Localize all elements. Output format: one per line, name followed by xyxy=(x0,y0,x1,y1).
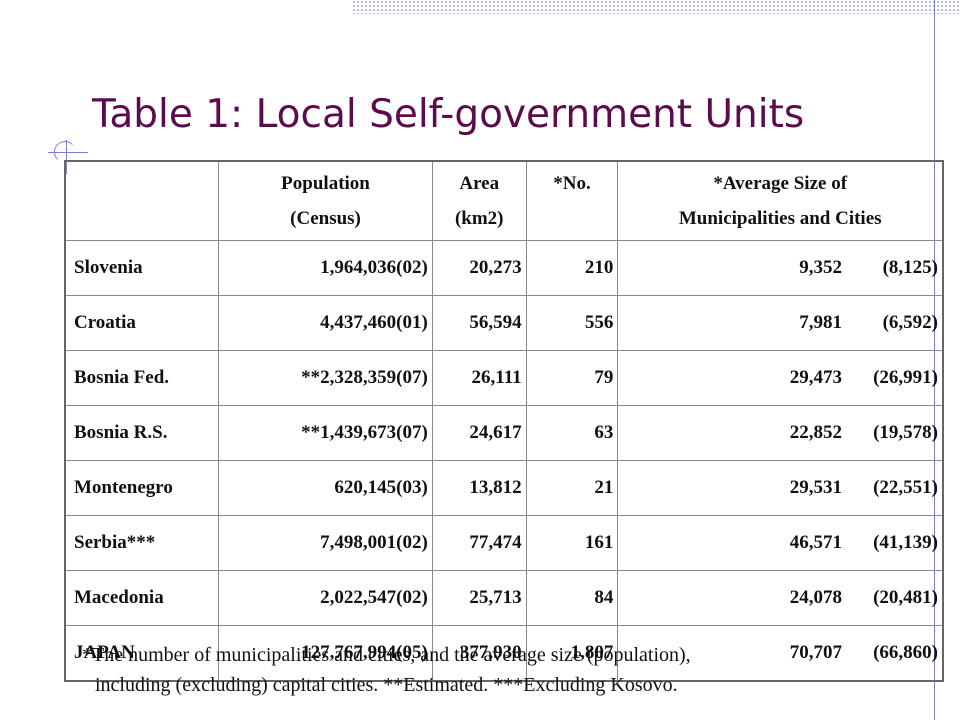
table-row: JAPAN 127,767,994(05) 377,930 1,807 70,7… xyxy=(64,625,944,682)
cell-area: 24,617 xyxy=(431,405,527,461)
cell-area: 377,930 xyxy=(431,625,527,682)
cell-country: JAPAN xyxy=(64,625,220,682)
average-including: 29,473 xyxy=(789,367,842,388)
cell-country: Bosnia Fed. xyxy=(64,350,220,406)
cell-area: 26,111 xyxy=(431,350,527,406)
average-excluding: (6,592) xyxy=(882,312,938,333)
header-line: (km2) xyxy=(454,208,504,229)
table-row: Bosnia Fed. **2,328,359(07) 26,111 79 29… xyxy=(64,350,944,406)
table-row: Slovenia 1,964,036(02) 20,273 210 9,352 (… xyxy=(64,240,944,296)
cell-average-size: 7,981 (6,592) xyxy=(617,295,944,351)
cell-area: 77,474 xyxy=(431,515,527,571)
cell-area: 13,812 xyxy=(431,460,527,516)
cell-population: 127,767,994(05) xyxy=(218,625,433,682)
header-line: Population xyxy=(281,173,370,194)
cell-number: 63 xyxy=(525,405,619,461)
average-including: 24,078 xyxy=(789,587,842,608)
average-excluding: (41,139) xyxy=(873,532,938,553)
cell-population: 1,964,036(02) xyxy=(218,240,433,296)
header-line: *Average Size of xyxy=(713,173,848,194)
average-including: 46,571 xyxy=(789,532,842,553)
cell-country: Slovenia xyxy=(64,240,220,296)
cell-country: Macedonia xyxy=(64,570,220,626)
cell-country: Montenegro xyxy=(64,460,220,516)
cell-number: 556 xyxy=(525,295,619,351)
average-including: 70,707 xyxy=(789,642,842,663)
header-number: *No. xyxy=(525,160,619,241)
average-excluding: (22,551) xyxy=(873,477,938,498)
header-population: Population (Census) xyxy=(218,160,433,241)
cell-average-size: 70,707 (66,860) xyxy=(617,625,944,682)
footnote-line-1: *The number of municipalities and cities… xyxy=(82,644,691,666)
cell-number: 84 xyxy=(525,570,619,626)
average-including: 7,981 xyxy=(799,312,842,333)
cell-average-size: 22,852 (19,578) xyxy=(617,405,944,461)
table-row: Montenegro 620,145(03) 13,812 21 29,531 (… xyxy=(64,460,944,516)
cell-number: 1,807 xyxy=(525,625,619,682)
header-line xyxy=(529,201,616,236)
average-excluding: (8,125) xyxy=(882,257,938,278)
table-row: Croatia 4,437,460(01) 56,594 556 7,981 (6… xyxy=(64,295,944,351)
local-units-table: Population (Census) Area (km2) *No. *Ave… xyxy=(64,160,944,682)
cell-number: 79 xyxy=(525,350,619,406)
table-header-row: Population (Census) Area (km2) *No. *Ave… xyxy=(64,160,944,241)
cell-population: 4,437,460(01) xyxy=(218,295,433,351)
average-excluding: (26,991) xyxy=(873,367,938,388)
cell-population: 7,498,001(02) xyxy=(218,515,433,571)
cell-area: 25,713 xyxy=(431,570,527,626)
decorative-dot-pattern xyxy=(352,0,960,14)
decorative-corner-circle xyxy=(54,141,76,163)
slide-title: Table 1: Local Self-government Units xyxy=(92,92,805,137)
header-line: *No. xyxy=(553,173,591,194)
header-area: Area (km2) xyxy=(431,160,527,241)
footnote-line-2: including (excluding) capital cities. **… xyxy=(95,674,678,696)
average-excluding: (20,481) xyxy=(873,587,938,608)
average-including: 9,352 xyxy=(799,257,842,278)
cell-population: 620,145(03) xyxy=(218,460,433,516)
cell-average-size: 46,571 (41,139) xyxy=(617,515,944,571)
cell-area: 56,594 xyxy=(431,295,527,351)
cell-number: 21 xyxy=(525,460,619,516)
cell-population: **2,328,359(07) xyxy=(218,350,433,406)
header-country xyxy=(64,160,220,241)
cell-average-size: 24,078 (20,481) xyxy=(617,570,944,626)
cell-number: 161 xyxy=(525,515,619,571)
table-row: Macedonia 2,022,547(02) 25,713 84 24,078… xyxy=(64,570,944,626)
header-line: (Census) xyxy=(290,208,361,229)
average-including: 22,852 xyxy=(789,422,842,443)
cell-country: Croatia xyxy=(64,295,220,351)
table-row: Bosnia R.S. **1,439,673(07) 24,617 63 22… xyxy=(64,405,944,461)
header-line: Area xyxy=(459,173,500,194)
cell-area: 20,273 xyxy=(431,240,527,296)
header-line: Municipalities and Cities xyxy=(678,208,882,229)
cell-population: 2,022,547(02) xyxy=(218,570,433,626)
table-row: Serbia*** 7,498,001(02) 77,474 161 46,57… xyxy=(64,515,944,571)
header-average-size: *Average Size of Municipalities and Citi… xyxy=(617,160,944,241)
average-excluding: (66,860) xyxy=(873,642,938,663)
cell-country: Bosnia R.S. xyxy=(64,405,220,461)
cell-country: Serbia*** xyxy=(64,515,220,571)
cell-average-size: 29,473 (26,991) xyxy=(617,350,944,406)
cell-population: **1,439,673(07) xyxy=(218,405,433,461)
cell-number: 210 xyxy=(525,240,619,296)
cell-average-size: 9,352 (8,125) xyxy=(617,240,944,296)
average-including: 29,531 xyxy=(789,477,842,498)
footnote: *The number of municipalities and cities… xyxy=(82,640,942,700)
cell-average-size: 29,531 (22,551) xyxy=(617,460,944,516)
average-excluding: (19,578) xyxy=(873,422,938,443)
